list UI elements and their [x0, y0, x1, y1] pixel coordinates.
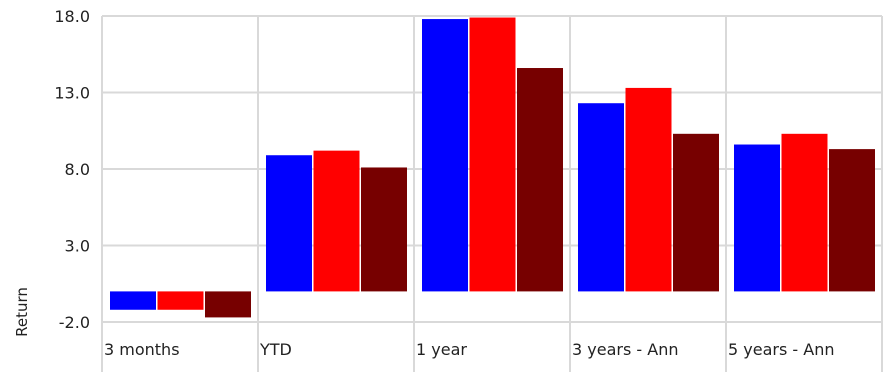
bar-series-3-5-years-ann	[829, 149, 875, 292]
bar-series-2-3-years-ann	[625, 87, 672, 292]
bar-series-1-3-years-ann	[578, 103, 624, 292]
label-layer: -2.0 3.0 8.0 13.0 18.0 3 months YTD 1 year 3 yea…	[54, 7, 834, 359]
bar-series-2-1-year	[469, 17, 516, 292]
x-category-label: 3 months	[104, 340, 180, 359]
y-tick-label: 18.0	[54, 7, 90, 26]
bar-series-3-1-year	[517, 68, 563, 292]
bar-series-3-3-months	[205, 291, 251, 318]
y-tick-label: -2.0	[59, 313, 90, 332]
bar-series-1-3-months	[110, 291, 156, 310]
x-category-label: 1 year	[416, 340, 467, 359]
bar-series-2-5-years-ann	[781, 133, 828, 292]
y-tick-label: 8.0	[65, 160, 90, 179]
y-tick-label: 13.0	[54, 84, 90, 103]
bar-series-1-5-years-ann	[734, 144, 780, 292]
bar-series-3-ytd	[361, 167, 407, 292]
y-axis-title: Return	[13, 287, 31, 337]
x-category-label: YTD	[259, 340, 292, 359]
x-category-label: 3 years - Ann	[572, 340, 678, 359]
x-category-label: 5 years - Ann	[728, 340, 834, 359]
bar-series-1-1-year	[422, 19, 468, 292]
bar-series-2-ytd	[313, 150, 360, 292]
bar-series-1-ytd	[266, 155, 312, 292]
bar-series-3-3-years-ann	[673, 133, 719, 292]
bar-series-2-3-months	[157, 291, 204, 310]
y-tick-label: 3.0	[65, 237, 90, 256]
bar-layer	[110, 17, 875, 318]
